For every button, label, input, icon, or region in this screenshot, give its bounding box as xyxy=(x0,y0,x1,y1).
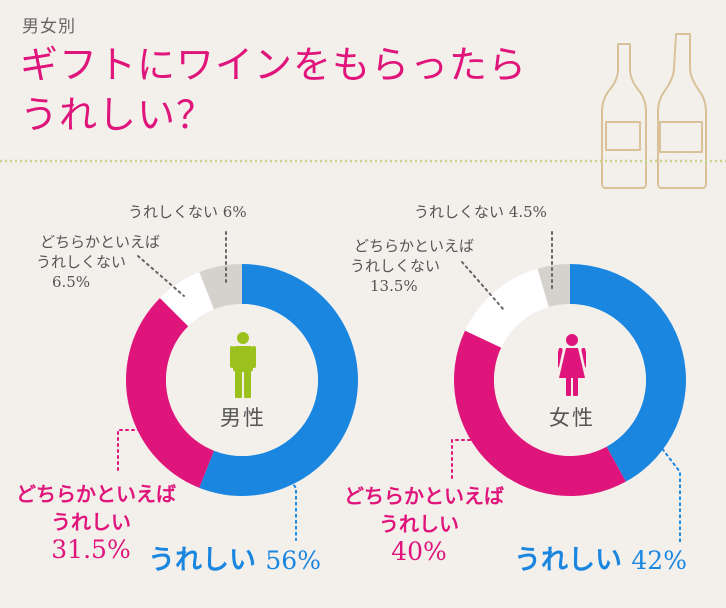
label-text-line1: どちらかといえば xyxy=(16,482,176,506)
center-label-female: 女性 xyxy=(549,406,595,430)
label-text: うれしくない xyxy=(128,203,219,221)
title-line-1: ギフトにワインをもらったら xyxy=(20,43,528,87)
label-text-line1: どちらかといえば xyxy=(353,237,474,255)
donut-slice-dochiraka-ureshikunai xyxy=(465,268,549,348)
label-female-dochiraka-ureshii: どちらかといえば うれしい 40% xyxy=(344,482,504,566)
donut-slice-ureshii xyxy=(570,264,686,482)
label-text-line2: うれしくない xyxy=(36,253,127,271)
center-label-male: 男性 xyxy=(220,406,266,430)
leader-line-male-dochiraka-ureshii xyxy=(117,429,141,471)
label-text: うれしくない xyxy=(414,203,505,221)
value-label: 56% xyxy=(265,546,321,575)
subtitle: 男女別 xyxy=(22,17,76,37)
label-male-ureshikunai: うれしくない 6% xyxy=(128,202,247,222)
donut-slice-ureshii xyxy=(199,264,359,496)
leader-line-male-ureshii xyxy=(279,465,297,541)
label-text-line2: うれしい xyxy=(51,510,131,534)
value-label: 31.5% xyxy=(51,535,131,564)
label-male-dochiraka-ureshii: どちらかといえば うれしい 31.5% xyxy=(16,480,176,564)
leader-line-female-dochiraka-ureshii xyxy=(451,439,471,479)
female-person-icon xyxy=(558,334,586,396)
wine-bottles-icon xyxy=(601,33,707,189)
label-text-line1: どちらかといえば xyxy=(39,233,160,251)
donut-slice-ureshikunai xyxy=(537,264,570,308)
value-label: 4.5% xyxy=(508,203,547,221)
donut-slice-dochiraka-ureshii xyxy=(125,297,215,488)
label-female-ureshikunai: うれしくない 4.5% xyxy=(414,202,547,222)
label-text-line2: うれしい xyxy=(379,512,459,536)
leader-line-male-dochiraka-ureshikunai xyxy=(137,255,185,297)
page-title: ギフトにワインをもらったら うれしい？ xyxy=(20,40,527,140)
leader-line-female-dochiraka-ureshikunai xyxy=(461,261,505,311)
value-label: 13.5% xyxy=(370,277,418,295)
donut-slice-dochiraka-ureshii xyxy=(453,330,626,497)
label-female-ureshii: うれしい 42% xyxy=(514,538,687,577)
label-text-line1: どちらかといえば xyxy=(344,484,504,508)
value-label: 40% xyxy=(391,537,447,566)
male-person-icon xyxy=(230,332,256,398)
label-text: うれしい xyxy=(148,545,256,576)
label-text-line2: うれしくない xyxy=(350,257,441,275)
label-male-dochiraka-ureshikunai: どちらかといえば うれしくない 6.5% xyxy=(30,232,170,292)
leader-line-female-ureshii xyxy=(647,429,681,543)
value-label: 6% xyxy=(222,203,247,221)
divider-line xyxy=(0,159,726,163)
donut-slice-dochiraka-ureshikunai xyxy=(159,272,215,327)
title-line-2: うれしい？ xyxy=(20,93,216,137)
value-label: 42% xyxy=(631,546,687,575)
label-male-ureshii: うれしい 56% xyxy=(148,538,321,577)
label-female-dochiraka-ureshikunai: どちらかといえば うれしくない 13.5% xyxy=(344,236,484,296)
value-label: 6.5% xyxy=(52,273,91,291)
donut-slice-ureshikunai xyxy=(199,264,242,310)
label-text: うれしい xyxy=(514,545,622,576)
